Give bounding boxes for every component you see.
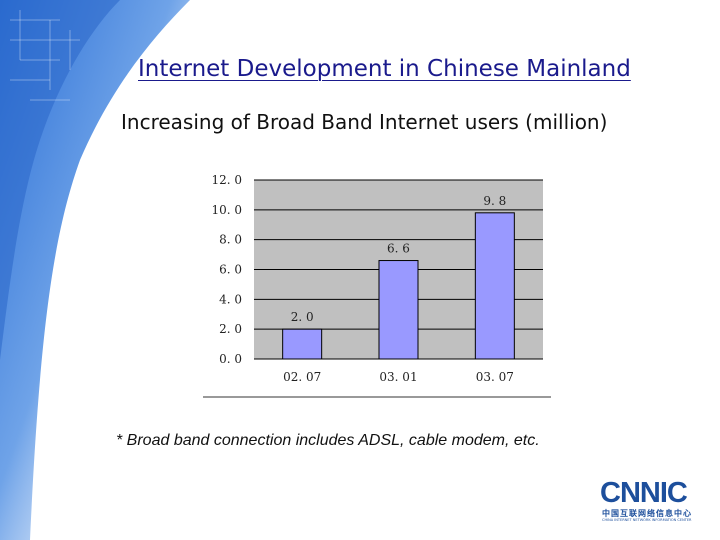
y-tick-label: 12. 0 [211, 173, 242, 187]
bar [474, 212, 515, 360]
bar-value-label: 6. 6 [387, 242, 410, 256]
bar [378, 260, 419, 360]
y-tick-label: 10. 0 [211, 203, 242, 217]
logo-wordmark: CNNIC [600, 477, 688, 509]
x-tick-label: 03. 07 [476, 370, 514, 384]
bar-value-label: 9. 8 [483, 194, 506, 208]
bar-value-label: 2. 0 [291, 310, 314, 324]
x-tick-label: 02. 07 [283, 370, 321, 384]
logo-chinese-name: 中国互联网络信息中心 [602, 509, 692, 518]
chart-title: Increasing of Broad Band Internet users … [121, 110, 608, 134]
y-tick-label: 6. 0 [219, 263, 242, 277]
footnote: * Broad band connection includes ADSL, c… [116, 432, 540, 449]
logo-english-name: CHINA INTERNET NETWORK INFORMATION CENTE… [602, 518, 692, 522]
bars [282, 212, 515, 360]
y-axis-tick-labels: 0. 0 2. 0 4. 0 6. 0 8. 0 10. 0 12. 0 [211, 173, 242, 366]
x-tick-label: 03. 01 [379, 370, 417, 384]
bar [282, 328, 323, 360]
cnnic-logo: CNNIC 中国互联网络信息中心 CHINA INTERNET NETWORK … [600, 478, 706, 524]
y-tick-label: 8. 0 [219, 233, 242, 247]
y-tick-label: 0. 0 [219, 352, 242, 366]
slide-title: Internet Development in Chinese Mainland [138, 56, 631, 82]
y-tick-label: 2. 0 [219, 322, 242, 336]
value-labels: 2. 0 6. 6 9. 8 [291, 194, 507, 324]
y-tick-label: 4. 0 [219, 292, 242, 306]
x-axis-tick-labels: 02. 07 03. 01 03. 07 [283, 370, 514, 384]
